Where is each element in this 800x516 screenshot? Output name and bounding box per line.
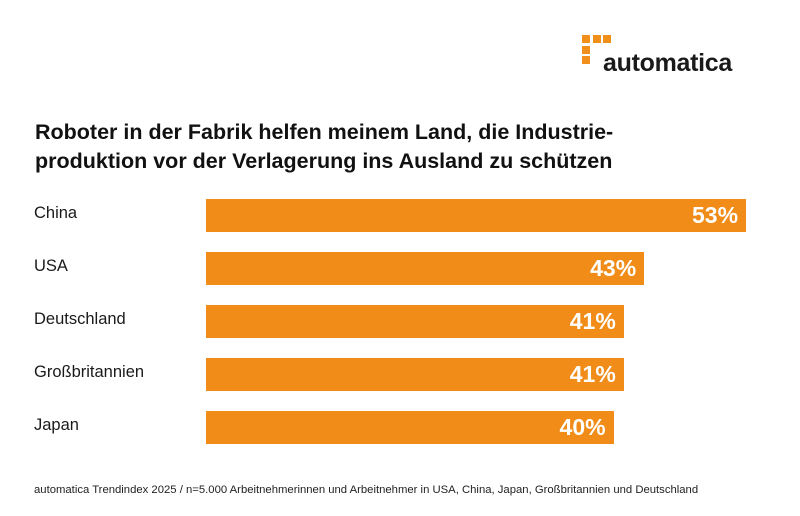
logo-text: automatica <box>603 49 732 77</box>
data-label: 40% <box>559 414 606 440</box>
chart-title: Roboter in der Fabrik helfen meinem Land… <box>35 118 613 176</box>
bar-japan: 40% <box>206 411 614 444</box>
category-label: Japan <box>34 416 79 434</box>
logo-square <box>582 56 590 64</box>
title-line-2: produktion vor der Verlagerung ins Ausla… <box>35 149 613 173</box>
logo-square <box>582 45 590 54</box>
bar-usa: 43% <box>206 252 645 285</box>
bar-china: 53% <box>206 199 747 232</box>
category-label: China <box>34 204 78 222</box>
footnote: automatica Trendindex 2025 / n=5.000 Arb… <box>34 484 699 496</box>
category-label: Großbritannien <box>34 363 145 381</box>
bar-großbritannien: 41% <box>206 358 624 391</box>
data-label: 41% <box>569 308 616 334</box>
data-label: 41% <box>569 361 616 387</box>
bar-deutschland: 41% <box>206 305 624 338</box>
automatica-logo: automatica <box>582 35 762 80</box>
logo-square <box>603 35 611 43</box>
title-line-1: Roboter in der Fabrik helfen meinem Land… <box>35 120 614 144</box>
data-label: 43% <box>590 255 637 281</box>
category-label: Deutschland <box>34 310 126 328</box>
category-label: USA <box>34 257 68 275</box>
logo-square <box>592 35 601 43</box>
data-label: 53% <box>692 202 739 228</box>
logo-square <box>582 35 590 43</box>
